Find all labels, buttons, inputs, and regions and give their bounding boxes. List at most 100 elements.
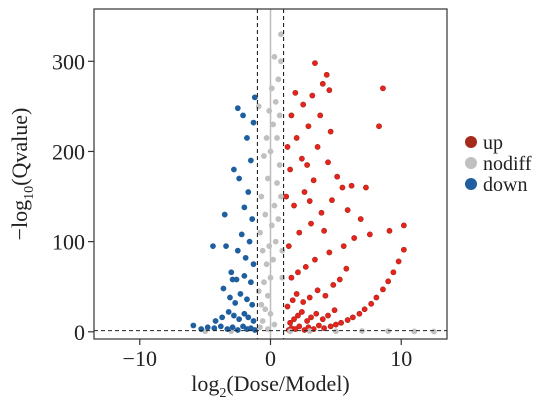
point-nodiff xyxy=(262,306,269,313)
point-down xyxy=(234,105,241,112)
point-up xyxy=(363,184,369,191)
point-up xyxy=(386,227,393,234)
point-up xyxy=(293,291,300,297)
y-tick-label: 200 xyxy=(52,139,85,164)
point-nodiff xyxy=(266,243,273,250)
point-up xyxy=(287,166,294,173)
point-down xyxy=(211,325,218,332)
series-down xyxy=(190,94,258,333)
point-up xyxy=(334,173,341,180)
point-nodiff xyxy=(287,328,294,335)
point-up xyxy=(330,282,337,288)
point-nodiff xyxy=(275,216,282,222)
point-up xyxy=(318,209,325,216)
point-up xyxy=(336,276,343,283)
x-axis-label: log2(Dose/Model) xyxy=(191,371,350,401)
point-up xyxy=(304,318,311,324)
point-up xyxy=(344,317,351,323)
point-up xyxy=(356,310,363,317)
point-nodiff xyxy=(264,292,271,299)
point-up xyxy=(308,314,314,321)
point-up xyxy=(319,316,326,323)
point-up xyxy=(332,321,339,328)
point-nodiff xyxy=(262,211,269,218)
point-up xyxy=(400,246,407,253)
point-nodiff xyxy=(278,58,284,65)
point-up xyxy=(314,287,321,294)
point-nodiff xyxy=(276,112,283,119)
point-up xyxy=(322,292,329,299)
point-nodiff xyxy=(263,135,270,141)
point-nodiff xyxy=(276,162,283,168)
point-up xyxy=(390,269,397,276)
point-nodiff xyxy=(278,193,284,200)
point-nodiff xyxy=(268,222,275,229)
point-down xyxy=(223,243,229,250)
point-down xyxy=(250,261,257,268)
y-axis-label: −log10(Qvalue) xyxy=(7,108,37,241)
point-down xyxy=(229,324,236,331)
series-up xyxy=(283,60,407,333)
point-up xyxy=(400,222,407,229)
point-up xyxy=(312,256,318,263)
point-up xyxy=(296,229,303,236)
legend-label-up: up xyxy=(483,132,503,154)
point-nodiff xyxy=(431,328,437,335)
point-up xyxy=(339,184,346,191)
point-up xyxy=(315,322,322,329)
point-up xyxy=(312,60,318,66)
point-down xyxy=(245,189,252,195)
point-down xyxy=(221,211,228,218)
point-up xyxy=(302,263,309,270)
point-up xyxy=(284,303,291,310)
point-nodiff xyxy=(263,261,270,268)
point-up xyxy=(327,323,334,330)
point-up xyxy=(319,80,326,87)
point-down xyxy=(240,112,246,119)
point-up xyxy=(309,92,316,99)
point-down xyxy=(246,238,253,245)
point-up xyxy=(296,323,303,330)
point-up xyxy=(366,231,373,238)
point-nodiff xyxy=(274,135,280,141)
point-nodiff xyxy=(258,193,265,200)
point-up xyxy=(305,123,312,130)
point-nodiff xyxy=(271,202,278,209)
point-nodiff xyxy=(261,153,267,159)
point-up xyxy=(329,197,335,204)
y-axis: 0 100 200 300 xyxy=(52,49,94,345)
point-up xyxy=(357,216,364,222)
point-up xyxy=(306,198,313,204)
point-up xyxy=(380,286,386,293)
x-tick-label: 10 xyxy=(390,346,412,371)
point-up xyxy=(285,243,292,250)
point-down xyxy=(204,324,211,331)
point-down xyxy=(249,216,256,222)
point-up xyxy=(325,159,331,166)
point-down xyxy=(232,300,239,306)
point-down xyxy=(244,135,250,141)
point-down xyxy=(217,323,224,330)
point-up xyxy=(288,274,295,281)
point-nodiff xyxy=(271,321,278,328)
point-up xyxy=(325,312,331,319)
legend-label-nodiff: nodiff xyxy=(483,153,532,175)
point-up xyxy=(300,101,307,108)
point-nodiff xyxy=(275,76,282,83)
point-up xyxy=(308,220,314,227)
point-up xyxy=(298,309,305,315)
legend-swatch-down xyxy=(465,178,477,190)
point-down xyxy=(249,301,256,308)
point-up xyxy=(323,71,330,78)
point-down xyxy=(230,166,237,173)
point-down xyxy=(228,269,235,276)
x-tick-label: 0 xyxy=(265,346,276,371)
point-nodiff xyxy=(271,53,278,60)
point-up xyxy=(326,87,333,94)
point-up xyxy=(314,144,321,150)
point-down xyxy=(241,310,248,317)
x-tick-label: −10 xyxy=(123,346,157,371)
x-axis: −10 0 10 xyxy=(123,339,412,371)
y-tick-label: 100 xyxy=(52,230,85,255)
